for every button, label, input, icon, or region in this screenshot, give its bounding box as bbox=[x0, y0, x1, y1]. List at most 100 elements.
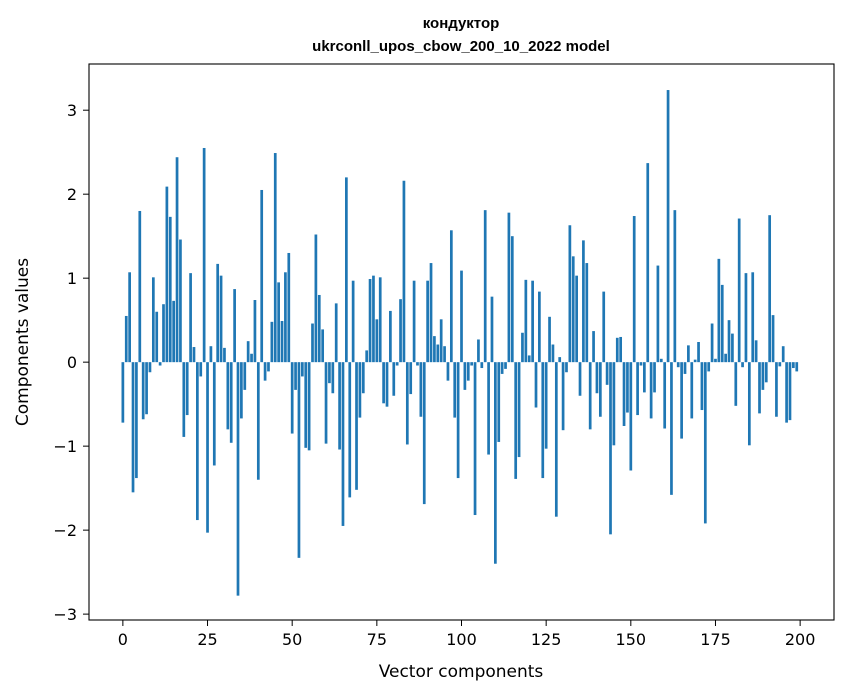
bar bbox=[121, 362, 125, 423]
bar bbox=[270, 321, 274, 363]
bar bbox=[202, 147, 206, 363]
bar bbox=[385, 362, 389, 407]
bar bbox=[189, 273, 192, 363]
x-tick-label: 175 bbox=[700, 630, 731, 649]
bar bbox=[345, 177, 348, 363]
bar bbox=[571, 256, 575, 363]
bar bbox=[504, 362, 507, 369]
bar bbox=[490, 296, 494, 363]
bar bbox=[643, 362, 646, 393]
bar bbox=[514, 362, 518, 479]
bar bbox=[663, 362, 667, 429]
bar bbox=[795, 362, 799, 372]
bar bbox=[284, 272, 287, 363]
bar bbox=[656, 265, 660, 363]
x-tick-label: 75 bbox=[367, 630, 387, 649]
bar bbox=[429, 263, 433, 363]
bar bbox=[358, 362, 362, 418]
bar bbox=[175, 157, 179, 363]
bar bbox=[544, 362, 548, 449]
bar bbox=[355, 362, 358, 490]
bar bbox=[341, 362, 345, 526]
bar bbox=[632, 216, 636, 363]
bar bbox=[683, 362, 687, 374]
bar bbox=[233, 289, 236, 363]
bar bbox=[653, 362, 656, 393]
bar bbox=[463, 362, 467, 390]
bar bbox=[558, 357, 562, 363]
bar bbox=[131, 362, 135, 493]
bar bbox=[280, 321, 284, 363]
bar bbox=[351, 280, 355, 363]
bar bbox=[517, 362, 521, 458]
bar bbox=[497, 362, 501, 442]
bar bbox=[182, 362, 186, 437]
bar bbox=[216, 263, 220, 363]
bar bbox=[703, 362, 707, 524]
bar bbox=[734, 362, 738, 406]
bar bbox=[331, 362, 335, 394]
bar bbox=[443, 346, 446, 363]
bar bbox=[294, 362, 297, 390]
bar bbox=[592, 331, 595, 363]
y-tick-label: 3 bbox=[67, 101, 77, 120]
bar bbox=[256, 362, 260, 480]
bar bbox=[128, 272, 131, 363]
bar bbox=[473, 362, 477, 516]
bar bbox=[731, 333, 734, 363]
bar bbox=[500, 362, 504, 374]
x-tick-label: 200 bbox=[785, 630, 816, 649]
bar bbox=[453, 362, 457, 418]
bar bbox=[466, 362, 470, 381]
bar bbox=[707, 362, 711, 372]
bar bbox=[324, 362, 328, 444]
bar bbox=[365, 350, 369, 363]
bar bbox=[348, 362, 352, 498]
y-tick-label: −2 bbox=[53, 521, 77, 540]
bar bbox=[155, 311, 159, 363]
bar bbox=[521, 332, 524, 363]
x-axis-label: Vector components bbox=[379, 662, 544, 682]
bar bbox=[307, 362, 311, 451]
bar bbox=[389, 310, 392, 363]
bar bbox=[724, 353, 727, 363]
bar bbox=[507, 212, 511, 363]
bar bbox=[399, 299, 402, 363]
bar bbox=[690, 362, 694, 419]
bar bbox=[480, 362, 484, 369]
bar bbox=[328, 362, 331, 384]
bar bbox=[287, 252, 291, 363]
bar bbox=[196, 362, 199, 521]
x-tick-label: 150 bbox=[616, 630, 647, 649]
bar bbox=[659, 358, 663, 363]
bar bbox=[609, 362, 612, 535]
bar bbox=[273, 153, 277, 363]
x-tick-label: 125 bbox=[531, 630, 562, 649]
bar bbox=[168, 216, 172, 363]
bar bbox=[145, 362, 148, 415]
bar bbox=[510, 236, 514, 363]
bar bbox=[781, 346, 785, 363]
y-axis-ticks: −3 −2 −1 0 1 2 3 bbox=[53, 101, 89, 624]
y-tick-label: 2 bbox=[67, 185, 77, 204]
bar bbox=[626, 362, 629, 413]
bar bbox=[456, 362, 460, 479]
bar bbox=[433, 336, 436, 363]
bar bbox=[179, 239, 182, 363]
chart-title: кондуктор bbox=[423, 15, 500, 32]
bar bbox=[687, 345, 690, 363]
bar bbox=[595, 362, 599, 394]
bar bbox=[321, 329, 325, 363]
bar bbox=[737, 218, 741, 363]
bar bbox=[598, 362, 602, 417]
bar bbox=[378, 277, 382, 363]
bar bbox=[361, 362, 365, 394]
bar bbox=[297, 362, 301, 558]
bar bbox=[727, 320, 731, 363]
bar bbox=[588, 362, 592, 430]
bar bbox=[788, 362, 792, 421]
bar bbox=[338, 362, 341, 450]
bar bbox=[531, 280, 534, 363]
bar bbox=[717, 258, 721, 363]
bar bbox=[622, 362, 626, 426]
